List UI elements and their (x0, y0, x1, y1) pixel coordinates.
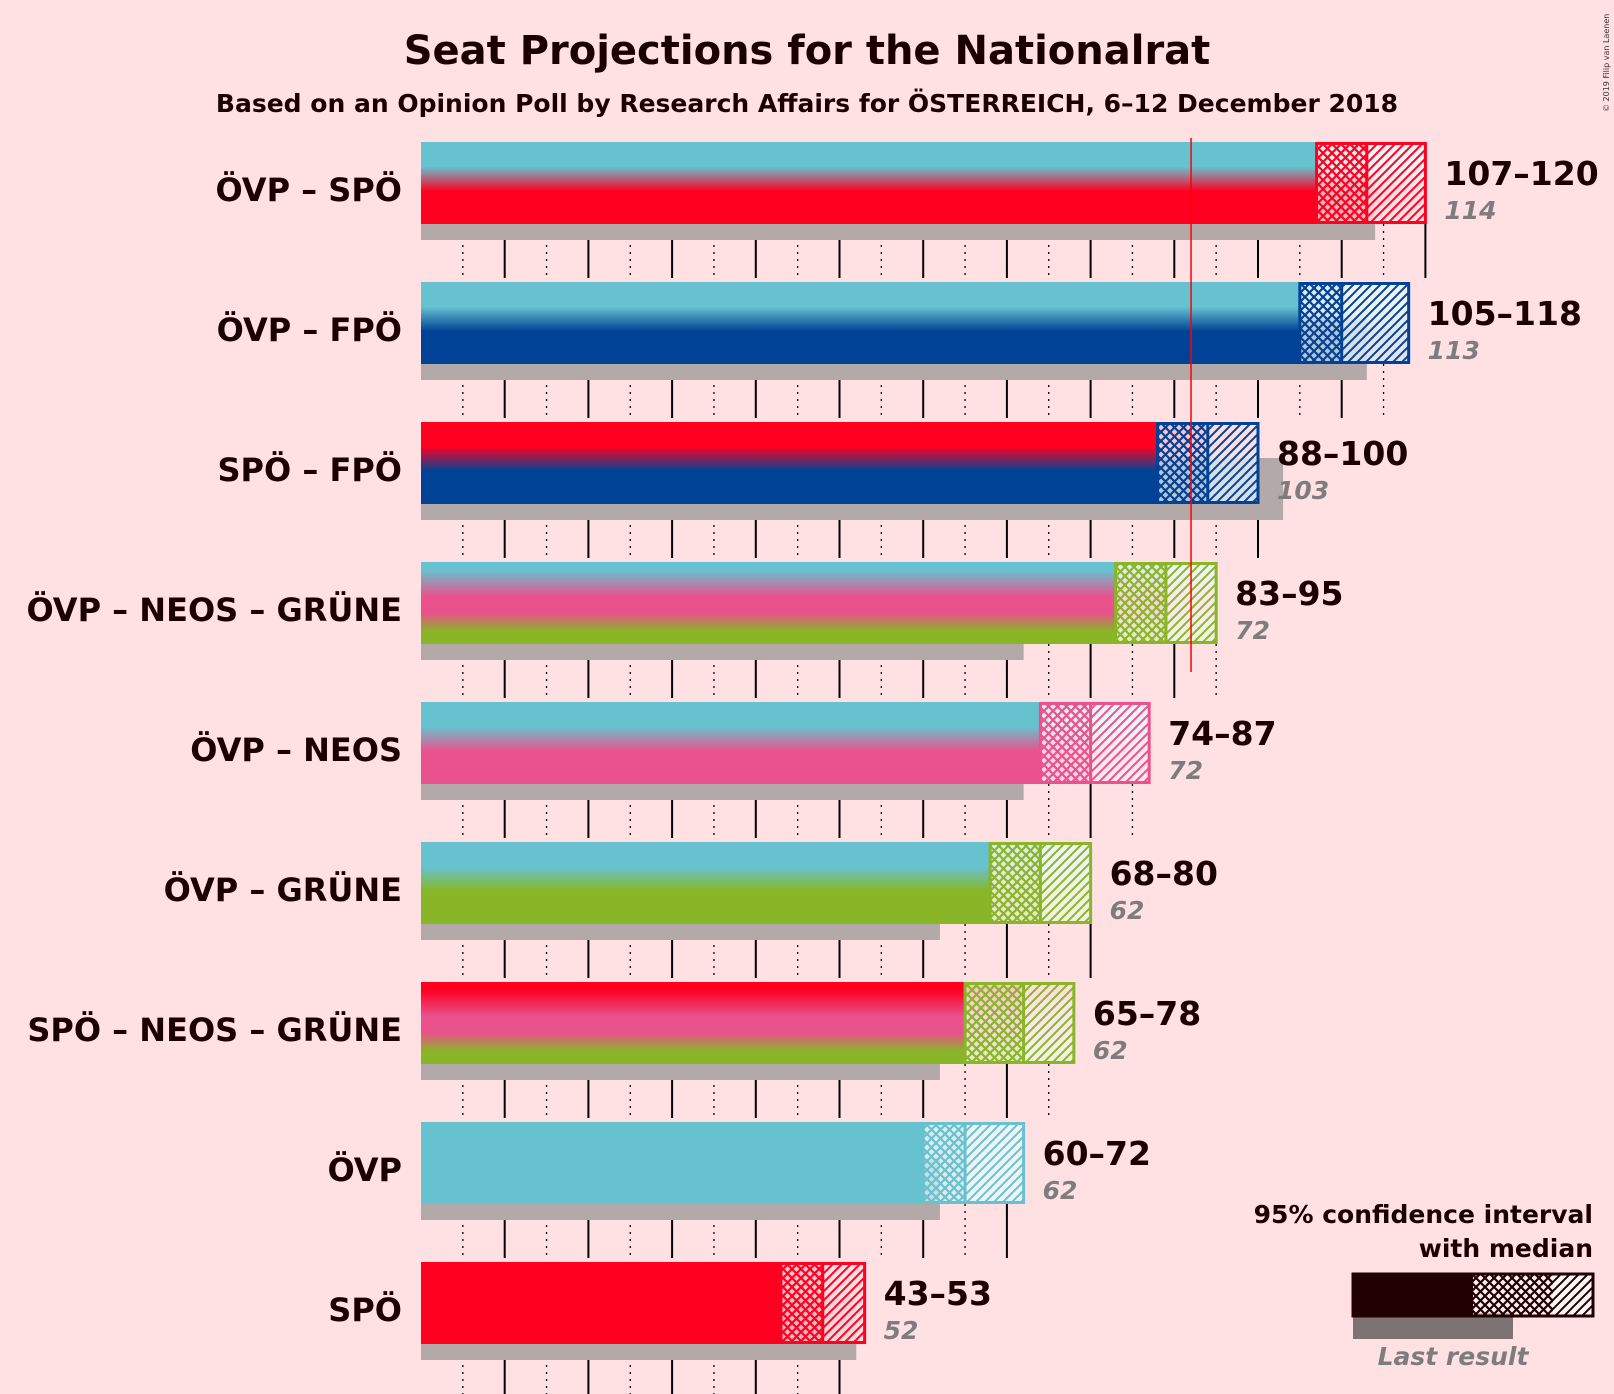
interval-low-hatch (1157, 422, 1208, 504)
chart-title: Seat Projections for the Nationalrat (404, 28, 1211, 74)
legend-solid-bar (1353, 1274, 1473, 1316)
chart-subtitle: Based on an Opinion Poll by Research Aff… (216, 88, 1398, 118)
range-label: 105–118 (1428, 294, 1582, 333)
range-label: 88–100 (1277, 434, 1408, 473)
legend-outline (1351, 1272, 1595, 1318)
legend-last-result-label: Last result (1378, 1342, 1530, 1371)
interval-low-hatch (990, 842, 1041, 924)
projection-bar (421, 422, 1158, 504)
interval-high-hatch (1040, 842, 1091, 924)
interval-low-hatch (965, 982, 1024, 1064)
last-result-label: 103 (1277, 476, 1329, 505)
legend: 95% confidence interval with median Last… (1254, 1200, 1595, 1371)
interval-high-hatch (1023, 982, 1074, 1064)
projection-bar (421, 1262, 781, 1344)
interval-outline (988, 842, 1093, 924)
range-label: 65–78 (1093, 994, 1201, 1033)
interval-high-hatch (1366, 142, 1426, 224)
interval-low-hatch (780, 1262, 823, 1344)
last-result-label: 114 (1444, 196, 1496, 225)
last-result-label: 62 (1093, 1036, 1128, 1065)
bar-row: SPÖ – NEOS – GRÜNE 65–78 62 (27, 982, 1201, 1080)
row-label: ÖVP – NEOS – GRÜNE (26, 591, 402, 629)
interval-outline (1315, 142, 1427, 224)
interval-high-hatch (1207, 422, 1258, 504)
bar-row: ÖVP 60–72 62 (327, 1122, 1151, 1220)
bar-row: ÖVP – NEOS – GRÜNE 83–95 72 (26, 562, 1344, 660)
last-result-label: 113 (1428, 336, 1480, 365)
interval-outline (1298, 282, 1411, 364)
projection-bar (421, 842, 991, 924)
interval-outline (1114, 562, 1218, 644)
last-result-label: 62 (1043, 1176, 1078, 1205)
row-label: ÖVP (327, 1151, 402, 1189)
projection-bar (421, 982, 966, 1064)
last-result-label: 62 (1110, 896, 1145, 925)
interval-low-hatch (1299, 282, 1342, 364)
interval-outline (779, 1262, 867, 1344)
last-result-label: 72 (1235, 616, 1270, 645)
range-label: 74–87 (1168, 714, 1276, 753)
interval-high-hatch (1090, 702, 1150, 784)
interval-outline (963, 982, 1076, 1064)
interval-low-hatch (1316, 142, 1367, 224)
bar-row: ÖVP – NEOS 74–87 72 (190, 702, 1277, 800)
bar-row: ÖVP – FPÖ 105–118 113 (217, 282, 1582, 380)
projection-bar (421, 142, 1317, 224)
bar-row: SPÖ – FPÖ 88–100 103 (218, 422, 1408, 520)
row-label: ÖVP – GRÜNE (164, 871, 402, 909)
range-label: 43–53 (884, 1274, 992, 1313)
copyright-note: © 2019 Filip van Laenen (1602, 14, 1611, 112)
last-result-label: 52 (884, 1316, 919, 1345)
row-label: ÖVP – FPÖ (217, 311, 402, 349)
interval-outline (921, 1122, 1026, 1204)
projection-bar (421, 562, 1116, 644)
range-label: 107–120 (1444, 154, 1598, 193)
legend-crosshatch (1473, 1274, 1553, 1316)
interval-high-hatch (822, 1262, 865, 1344)
projection-bar (421, 282, 1300, 364)
bar-row: ÖVP – SPÖ 107–120 114 (215, 142, 1599, 240)
interval-high-hatch (965, 1122, 1024, 1204)
range-label: 60–72 (1043, 1134, 1151, 1173)
row-label: SPÖ – FPÖ (218, 451, 403, 489)
interval-outline (1156, 422, 1260, 504)
projection-bar (421, 702, 1041, 784)
legend-title-line1: 95% confidence interval (1254, 1200, 1593, 1229)
row-label: SPÖ (328, 1291, 402, 1329)
row-label: ÖVP – NEOS (190, 731, 402, 769)
range-label: 68–80 (1110, 854, 1218, 893)
range-label: 83–95 (1235, 574, 1343, 613)
row-label: ÖVP – SPÖ (215, 171, 402, 209)
interval-high-hatch (1341, 282, 1409, 364)
legend-title-line2: with median (1419, 1234, 1593, 1263)
row-label: SPÖ – NEOS – GRÜNE (27, 1011, 402, 1049)
interval-low-hatch (1115, 562, 1166, 644)
interval-outline (1038, 702, 1151, 784)
last-result-label: 72 (1168, 756, 1203, 785)
projection-bar (421, 1122, 924, 1204)
bar-row: SPÖ 43–53 52 (328, 1262, 992, 1360)
bar-rows: ÖVP – SPÖ 107–120 114 ÖVP – FPÖ 105–118 113 SP… (26, 142, 1599, 1360)
legend-diagonal-hatch (1553, 1274, 1593, 1316)
interval-low-hatch (923, 1122, 966, 1204)
bar-row: ÖVP – GRÜNE 68–80 62 (164, 842, 1218, 940)
interval-low-hatch (1040, 702, 1091, 784)
